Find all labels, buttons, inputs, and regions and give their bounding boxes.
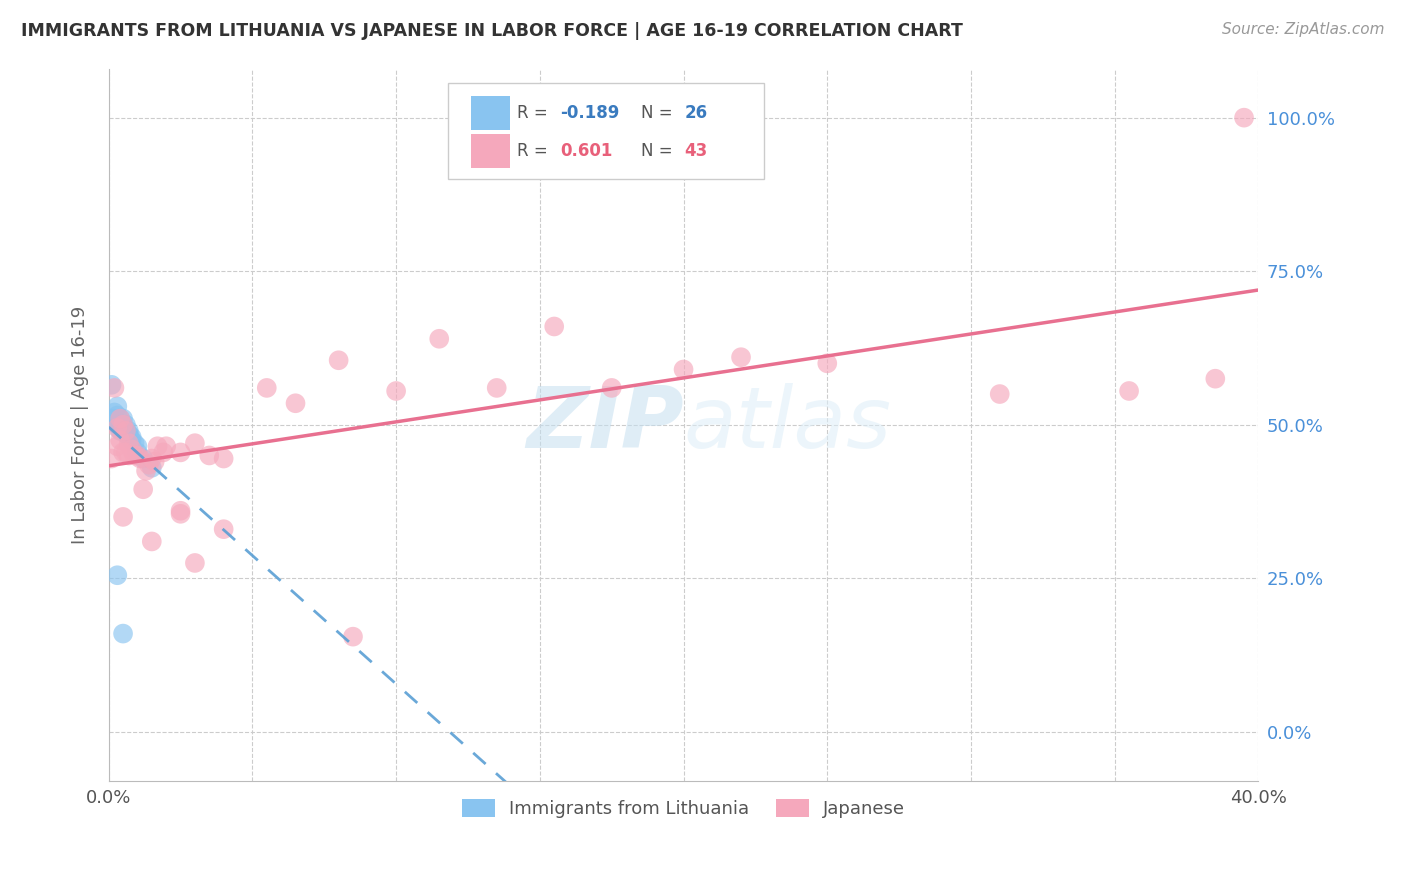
Point: [118, 436, 141, 450]
Point: [212, 451, 235, 466]
Point: [108, 417, 131, 432]
Text: N =: N =: [641, 103, 678, 122]
Point: [672, 362, 695, 376]
Point: [118, 424, 141, 438]
Point: [169, 504, 191, 518]
Point: [124, 436, 146, 450]
Point: [135, 464, 157, 478]
Point: [184, 556, 207, 570]
Point: [103, 381, 125, 395]
Point: [600, 381, 623, 395]
Point: [212, 522, 235, 536]
Point: [118, 449, 141, 463]
Point: [385, 384, 408, 398]
Text: R =: R =: [517, 143, 553, 161]
FancyBboxPatch shape: [471, 135, 510, 169]
Point: [112, 509, 135, 524]
Point: [121, 430, 143, 444]
Point: [1204, 372, 1226, 386]
Point: [1233, 111, 1256, 125]
Point: [328, 353, 350, 368]
Point: [115, 424, 138, 438]
Point: [152, 445, 174, 459]
Point: [127, 439, 149, 453]
Point: [127, 445, 149, 459]
Text: N =: N =: [641, 143, 678, 161]
Point: [112, 411, 135, 425]
Text: IMMIGRANTS FROM LITHUANIA VS JAPANESE IN LABOR FORCE | AGE 16-19 CORRELATION CHA: IMMIGRANTS FROM LITHUANIA VS JAPANESE IN…: [21, 22, 963, 40]
Point: [118, 427, 141, 442]
FancyBboxPatch shape: [471, 95, 510, 130]
Point: [112, 445, 135, 459]
Point: [105, 409, 128, 423]
Point: [141, 451, 163, 466]
Point: [485, 381, 508, 395]
Point: [146, 439, 169, 453]
Point: [132, 451, 155, 466]
Point: [108, 433, 131, 447]
Point: [284, 396, 307, 410]
Point: [108, 411, 131, 425]
Text: 0.601: 0.601: [561, 143, 613, 161]
Point: [184, 436, 207, 450]
Text: R =: R =: [517, 103, 553, 122]
Text: -0.189: -0.189: [561, 103, 620, 122]
Point: [127, 449, 149, 463]
Point: [108, 411, 131, 425]
Point: [1118, 384, 1140, 398]
Point: [115, 424, 138, 438]
Point: [169, 507, 191, 521]
Text: 26: 26: [685, 103, 707, 122]
Point: [815, 356, 838, 370]
FancyBboxPatch shape: [449, 83, 763, 179]
Point: [256, 381, 278, 395]
Point: [988, 387, 1011, 401]
Point: [105, 439, 128, 453]
Legend: Immigrants from Lithuania, Japanese: Immigrants from Lithuania, Japanese: [454, 791, 912, 825]
Point: [112, 626, 135, 640]
Text: 43: 43: [685, 143, 709, 161]
Point: [141, 534, 163, 549]
Point: [141, 460, 163, 475]
Point: [112, 417, 135, 432]
Point: [112, 417, 135, 432]
Y-axis label: In Labor Force | Age 16-19: In Labor Force | Age 16-19: [72, 306, 89, 544]
Point: [103, 411, 125, 425]
Point: [198, 449, 221, 463]
Point: [543, 319, 565, 334]
Text: ZIP: ZIP: [526, 384, 683, 467]
Point: [105, 417, 128, 432]
Text: atlas: atlas: [683, 384, 891, 467]
Point: [112, 421, 135, 435]
Point: [100, 411, 122, 425]
Point: [103, 405, 125, 419]
Text: Source: ZipAtlas.com: Source: ZipAtlas.com: [1222, 22, 1385, 37]
Point: [129, 451, 152, 466]
Point: [124, 449, 146, 463]
Point: [342, 630, 364, 644]
Point: [143, 454, 166, 468]
Point: [105, 421, 128, 435]
Point: [132, 482, 155, 496]
Point: [105, 400, 128, 414]
Point: [118, 430, 141, 444]
Point: [115, 427, 138, 442]
Point: [100, 451, 122, 466]
Point: [108, 424, 131, 438]
Point: [169, 445, 191, 459]
Point: [100, 377, 122, 392]
Point: [115, 417, 138, 432]
Point: [155, 439, 177, 453]
Point: [115, 445, 138, 459]
Point: [105, 568, 128, 582]
Point: [121, 433, 143, 447]
Point: [121, 442, 143, 457]
Point: [138, 458, 160, 472]
Point: [427, 332, 450, 346]
Point: [730, 350, 752, 364]
